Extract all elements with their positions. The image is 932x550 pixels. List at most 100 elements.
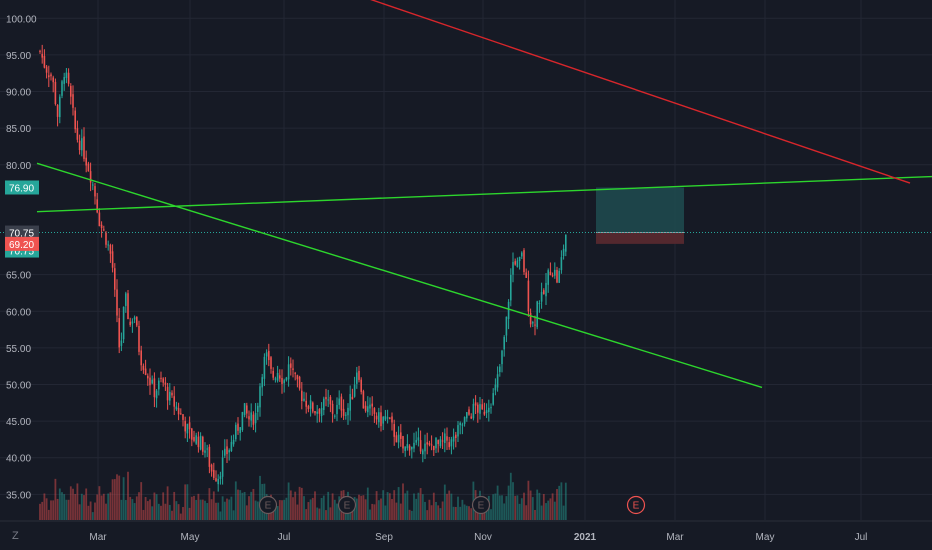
volume-bar xyxy=(63,494,66,520)
volume-bar xyxy=(417,492,420,520)
candle-body xyxy=(549,271,552,276)
candle-body xyxy=(510,274,512,301)
volume-bar xyxy=(560,482,563,520)
candle-body xyxy=(331,403,334,414)
candle-body xyxy=(362,391,365,409)
volume-bar xyxy=(509,472,512,520)
candle-body xyxy=(45,66,48,73)
x-tick-label: Jul xyxy=(855,532,868,543)
candle-body xyxy=(562,248,565,257)
volume-bar xyxy=(184,484,187,520)
volume-bar xyxy=(492,494,495,520)
volume-bar xyxy=(85,488,88,520)
volume-bar xyxy=(320,497,323,520)
long-position-tool[interactable] xyxy=(0,187,932,244)
volume-bar xyxy=(124,500,127,520)
candle-body xyxy=(446,436,448,441)
candle-body xyxy=(111,251,114,268)
volume-bar xyxy=(91,512,94,520)
volume-bar xyxy=(234,481,237,520)
candle-body xyxy=(188,422,191,430)
candle-body xyxy=(250,412,252,421)
candle-body xyxy=(424,443,426,452)
x-tick-label: Mar xyxy=(89,532,107,543)
y-tick-label: 95.00 xyxy=(6,51,31,62)
candle-body xyxy=(199,435,202,450)
candle-body xyxy=(118,318,120,348)
candle-body xyxy=(48,75,50,78)
candle-body xyxy=(120,340,123,346)
candle-body xyxy=(180,413,182,415)
candle-body xyxy=(50,74,52,77)
candle-body xyxy=(404,446,406,451)
candle-body xyxy=(298,376,301,389)
candle-body xyxy=(545,282,547,297)
candle-body xyxy=(221,457,224,477)
candle-body xyxy=(532,322,534,324)
volume-bar xyxy=(336,503,338,520)
volume-bar xyxy=(454,506,457,520)
volume-bar xyxy=(549,498,552,520)
candle-body xyxy=(182,414,184,420)
volume-bar xyxy=(61,492,63,520)
candle-body xyxy=(235,424,237,440)
tradingview-logo[interactable]: Z xyxy=(12,530,19,542)
candle-body xyxy=(367,406,369,413)
volume-bar xyxy=(501,495,503,520)
candle-body xyxy=(523,250,525,273)
candle-body xyxy=(41,53,43,58)
volume-bar xyxy=(393,490,396,520)
candle-body xyxy=(186,423,189,434)
candle-body xyxy=(501,350,503,365)
volume-bar xyxy=(78,504,81,520)
volume-bar xyxy=(76,483,79,520)
candle-body xyxy=(169,391,171,401)
volume-bar xyxy=(118,475,121,520)
volume-bar xyxy=(432,492,435,520)
candle-body xyxy=(507,301,510,319)
volume-bar xyxy=(402,483,404,520)
volume-bar xyxy=(41,501,44,520)
volume-bar xyxy=(461,499,464,520)
volume-bar xyxy=(470,508,473,520)
candle-body xyxy=(63,77,65,84)
candle-body xyxy=(175,406,178,410)
candle-body xyxy=(369,404,371,409)
candle-body xyxy=(296,375,299,380)
volume-bar xyxy=(406,490,409,520)
volume-bar xyxy=(380,498,382,520)
candle-body xyxy=(477,404,479,413)
candle-body xyxy=(391,416,393,423)
price-label: 69.20 xyxy=(9,240,34,251)
candle-body xyxy=(408,445,411,451)
volume-bar xyxy=(518,503,521,520)
candle-body xyxy=(435,437,437,449)
candle-body xyxy=(215,478,217,482)
volume-bar xyxy=(102,493,105,520)
candle-body xyxy=(70,85,72,97)
volume-bar xyxy=(168,504,171,520)
candle-body xyxy=(334,415,336,417)
candle-body xyxy=(329,396,332,405)
candle-body xyxy=(184,421,186,432)
candle-body xyxy=(320,408,323,417)
volume-bar xyxy=(397,487,400,520)
candle-body xyxy=(243,403,246,415)
trendlines[interactable] xyxy=(36,0,932,389)
volume-bar xyxy=(129,496,132,520)
volume-bar xyxy=(329,507,332,520)
volume-bar xyxy=(276,506,279,520)
candle-body xyxy=(565,234,567,252)
candle-body xyxy=(419,440,422,452)
volume-bar xyxy=(243,491,246,520)
candle-body xyxy=(494,384,497,391)
candle-body xyxy=(232,439,235,445)
candle-body xyxy=(142,365,145,370)
candle-body xyxy=(503,336,505,350)
candle-body xyxy=(406,444,409,449)
candle-body xyxy=(534,324,536,326)
volume-bar xyxy=(245,505,248,520)
volume-bar xyxy=(285,497,288,520)
